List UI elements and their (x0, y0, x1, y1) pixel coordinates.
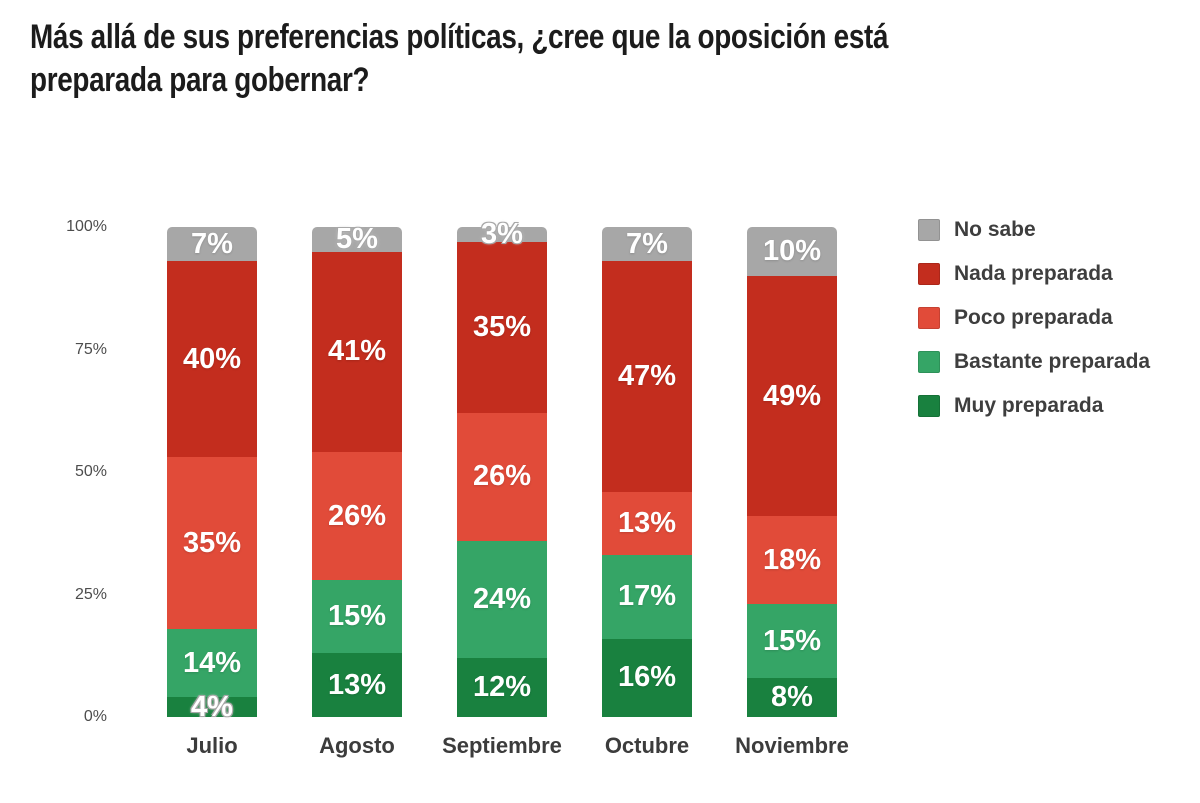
bar-segment-bastante-preparada: 17% (602, 555, 692, 639)
bar-segment-bastante-preparada: 14% (167, 628, 257, 698)
chart-title-line-2: preparada para gobernar? (30, 61, 370, 99)
bar-column-octubre: 7% 47% 13% 17% 16% (602, 227, 692, 717)
bar-column-noviembre: 10% 49% 18% 15% 8% (747, 227, 837, 717)
bar-segment-no-sabe: 7% (167, 227, 257, 262)
bar-segment-muy-preparada: 4% (167, 692, 257, 721)
bar-segment-muy-preparada: 13% (312, 653, 402, 717)
bar-segment-value: 7% (626, 227, 668, 260)
x-axis-label-octubre: Octubre (604, 733, 690, 758)
legend-item-muy-preparada: Muy preparada (918, 395, 1150, 417)
bar-segment-no-sabe: 5% (312, 222, 402, 255)
bar-segment-value: 16% (617, 661, 677, 694)
bar-segment-no-sabe: 3% (457, 219, 547, 248)
legend-swatch-icon (918, 351, 940, 373)
bar-segment-poco-preparada: 18% (747, 516, 837, 605)
bar-segment-no-sabe: 10% (747, 227, 837, 276)
x-axis-label-noviembre: Noviembre (735, 733, 849, 758)
legend-item-bastante-preparada: Bastante preparada (918, 351, 1150, 373)
bar-column-septiembre: 3% 35% 26% 24% 12% (457, 219, 547, 717)
legend-label: Bastante preparada (954, 350, 1151, 373)
x-axis-label-julio: Julio (186, 733, 238, 758)
bar-segment-nada-preparada: 41% (312, 251, 402, 453)
bar-segment-bastante-preparada: 15% (747, 604, 837, 678)
bar-segment-value: 5% (336, 222, 378, 255)
bar-segment-value: 24% (472, 582, 532, 615)
chart-title: Más allá de sus preferencias políticas, … (30, 16, 888, 102)
legend-swatch-icon (918, 219, 940, 241)
legend-label: No sabe (954, 218, 1036, 241)
bar-segment-bastante-preparada: 24% (457, 540, 547, 659)
legend-item-poco-preparada: Poco preparada (918, 307, 1150, 329)
bar-segment-value: 15% (327, 600, 387, 633)
bar-column-julio: 7% 40% 35% 14% 4% (167, 227, 257, 721)
bar-segment-value: 49% (762, 379, 822, 412)
y-axis-tick-0pct: 0% (83, 708, 107, 725)
bar-segment-muy-preparada: 16% (602, 638, 692, 717)
bar-segment-bastante-preparada: 15% (312, 579, 402, 654)
bar-segment-poco-preparada: 13% (602, 491, 692, 556)
legend-label: Nada preparada (954, 262, 1113, 285)
y-axis-tick-50pct: 50% (74, 463, 107, 480)
bar-segment-value: 13% (327, 668, 387, 701)
legend-item-no-sabe: No sabe (918, 219, 1150, 241)
bar-segment-nada-preparada: 35% (457, 241, 547, 414)
legend-swatch-icon (918, 395, 940, 417)
bar-segment-nada-preparada: 47% (602, 261, 692, 492)
bar-segment-value: 47% (617, 359, 677, 392)
legend-swatch-icon (918, 263, 940, 285)
chart-title-line-1: Más allá de sus preferencias políticas, … (30, 18, 889, 56)
bar-segment-value: 26% (327, 499, 387, 532)
bar-segment-poco-preparada: 26% (312, 452, 402, 580)
y-axis-tick-100pct: 100% (66, 218, 107, 235)
bar-segment-value: 17% (617, 580, 677, 613)
legend-swatch-icon (918, 307, 940, 329)
legend-label: Muy preparada (954, 394, 1104, 417)
bar-segment-muy-preparada: 8% (747, 677, 837, 717)
bar-segment-value: 14% (182, 646, 242, 679)
bar-segment-value: 35% (182, 526, 242, 559)
legend-label: Poco preparada (954, 306, 1113, 329)
bar-segment-value: 15% (762, 624, 822, 657)
bar-segment-no-sabe: 7% (602, 227, 692, 262)
bar-segment-value: 3% (481, 217, 523, 250)
bar-segment-value: 4% (191, 690, 233, 723)
bar-segment-nada-preparada: 49% (747, 276, 837, 517)
bar-column-agosto: 5% 41% 26% 15% 13% (312, 222, 402, 717)
bar-segment-value: 40% (182, 342, 242, 375)
bar-segment-value: 12% (472, 671, 532, 704)
bar-segment-value: 26% (472, 460, 532, 493)
bar-segment-value: 18% (762, 543, 822, 576)
bar-segment-value: 8% (771, 680, 813, 713)
legend: No sabe Nada preparada Poco preparada Basta… (918, 219, 1150, 439)
bar-segment-value: 7% (191, 227, 233, 260)
y-axis-tick-25pct: 25% (74, 585, 107, 603)
bar-segment-value: 35% (472, 310, 532, 343)
bar-segment-value: 41% (327, 335, 387, 368)
bar-segment-muy-preparada: 12% (457, 658, 547, 717)
x-axis-label-agosto: Agosto (319, 733, 395, 758)
y-axis-tick-75pct: 75% (74, 340, 107, 358)
x-axis-label-septiembre: Septiembre (442, 733, 562, 758)
bar-segment-nada-preparada: 40% (167, 261, 257, 458)
bar-segment-value: 10% (762, 235, 822, 267)
legend-item-nada-preparada: Nada preparada (918, 263, 1150, 285)
bar-segment-poco-preparada: 26% (457, 413, 547, 541)
bar-segment-value: 13% (617, 506, 677, 539)
bar-segment-poco-preparada: 35% (167, 457, 257, 629)
